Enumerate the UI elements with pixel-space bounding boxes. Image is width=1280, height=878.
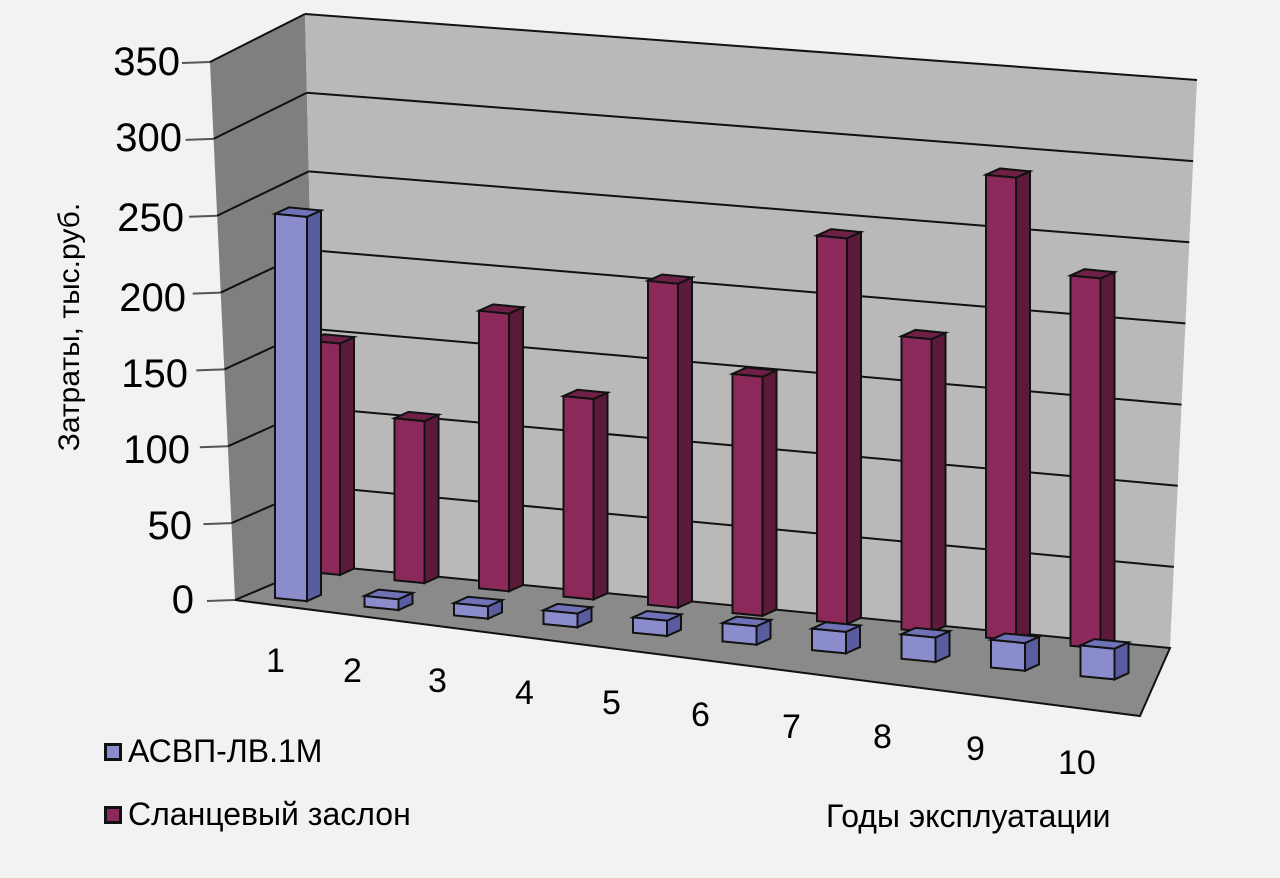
y-tick: 50 [147, 504, 193, 548]
bar-asvp-10 [1076, 638, 1133, 681]
y-tick: 100 [123, 428, 190, 472]
x-tick: 4 [515, 674, 534, 712]
bar-slanets-9 [982, 167, 1034, 643]
x-tick: 3 [428, 662, 447, 700]
y-tick: 0 [171, 578, 194, 622]
y-tick: 350 [113, 40, 180, 84]
x-tick: 6 [691, 696, 710, 734]
x-tick: 1 [266, 642, 285, 680]
legend-item-asvp: АСВП-ЛВ.1М [104, 733, 322, 770]
y-tick: 250 [117, 196, 184, 240]
bar-slanets-2 [390, 410, 443, 585]
x-tick: 10 [1058, 744, 1096, 782]
bar-asvp-7 [808, 621, 864, 655]
back-wall [305, 14, 1197, 648]
bar-slanets-6 [728, 366, 781, 618]
x-tick: 5 [602, 684, 621, 722]
legend-label: АСВП-ЛВ.1М [128, 733, 323, 769]
bar-asvp-5 [629, 610, 685, 638]
bar-asvp-1 [271, 206, 325, 603]
legend-label: Сланцевый заслон [128, 796, 411, 832]
legend-item-slanets: Сланцевый заслон [104, 796, 411, 833]
x-tick: 7 [782, 708, 801, 746]
y-tick: 150 [121, 352, 188, 396]
x-axis-title: Годы эксплуатации [826, 798, 1111, 834]
bar-asvp-4 [539, 602, 596, 629]
bar-slanets-10 [1066, 268, 1119, 651]
y-axis-title: Затраты, тыс.руб. [53, 202, 86, 452]
legend-swatch-maroon-icon [104, 805, 122, 824]
x-tick: 9 [966, 730, 985, 768]
x-tick: 2 [343, 652, 362, 690]
bar-asvp-3 [450, 595, 506, 621]
bar-asvp-6 [718, 615, 775, 647]
bar-slanets-3 [475, 303, 527, 593]
bar-asvp-9 [987, 632, 1043, 673]
bar-slanets-7 [813, 228, 865, 626]
x-tick: 8 [873, 718, 892, 756]
y-tick: 200 [119, 276, 186, 320]
y-tick: 300 [115, 116, 182, 160]
legend-swatch-blue-icon [104, 742, 122, 761]
bar-asvp-8 [897, 626, 954, 664]
bar-asvp-2 [360, 588, 417, 612]
bars-group [271, 167, 1133, 681]
bar-slanets-8 [897, 328, 950, 634]
bar-slanets-5 [644, 273, 696, 610]
bar-slanets-4 [559, 388, 612, 602]
